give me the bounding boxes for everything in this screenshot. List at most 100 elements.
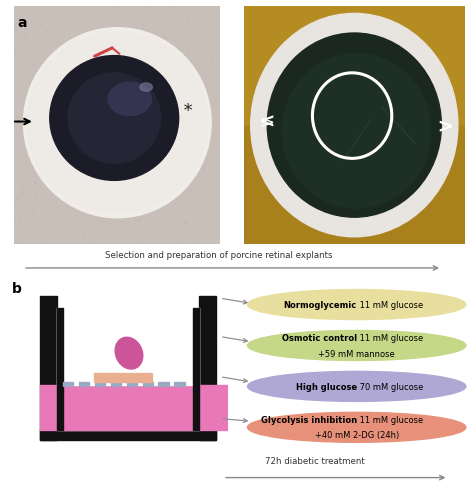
Point	[169, 115, 176, 122]
Point	[151, 205, 159, 213]
Point	[197, 171, 204, 179]
Point	[208, 152, 216, 160]
Point	[182, 219, 189, 227]
Point	[198, 129, 205, 137]
Point	[172, 28, 179, 36]
Point	[71, 181, 78, 188]
Point	[195, 45, 203, 53]
Point	[107, 114, 114, 121]
Point	[20, 88, 28, 96]
Point	[95, 148, 103, 155]
Point	[133, 74, 141, 82]
Point	[187, 33, 194, 41]
Point	[48, 24, 55, 32]
Point	[68, 30, 76, 38]
Point	[11, 199, 18, 207]
Point	[57, 28, 65, 35]
Point	[99, 195, 106, 202]
Point	[42, 78, 50, 86]
Point	[171, 36, 179, 44]
Point	[101, 73, 109, 80]
Point	[20, 30, 28, 37]
Bar	[127, 383, 137, 387]
Point	[128, 9, 136, 16]
Point	[152, 57, 160, 64]
Point	[30, 211, 37, 218]
Point	[160, 140, 168, 148]
Point	[58, 147, 65, 155]
Point	[145, 82, 153, 90]
Point	[175, 227, 183, 234]
Point	[183, 125, 191, 133]
Point	[100, 212, 108, 220]
Point	[44, 40, 52, 47]
Point	[73, 27, 81, 34]
Point	[96, 227, 103, 235]
Point	[111, 131, 119, 138]
Point	[91, 140, 99, 148]
Point	[175, 241, 183, 248]
Point	[73, 63, 80, 71]
Point	[200, 13, 207, 21]
Point	[39, 13, 47, 20]
Point	[150, 92, 158, 100]
Point	[109, 214, 117, 222]
Point	[118, 39, 125, 46]
Point	[115, 123, 123, 131]
Point	[107, 99, 114, 107]
Point	[129, 196, 137, 204]
Point	[202, 190, 210, 197]
Point	[208, 129, 216, 137]
Point	[31, 14, 39, 22]
Point	[66, 65, 74, 73]
Point	[200, 83, 207, 91]
Point	[86, 196, 93, 204]
Point	[55, 144, 63, 151]
Point	[105, 46, 112, 54]
Point	[88, 199, 96, 207]
Point	[60, 144, 68, 151]
Point	[88, 60, 95, 67]
Point	[197, 11, 204, 18]
Point	[77, 136, 84, 144]
Ellipse shape	[247, 331, 466, 361]
Point	[50, 227, 58, 235]
Point	[46, 32, 54, 40]
Point	[202, 122, 210, 130]
Point	[109, 199, 117, 207]
Point	[57, 163, 64, 170]
Point	[35, 208, 43, 216]
Point	[14, 100, 22, 107]
Point	[17, 43, 24, 50]
Point	[125, 15, 132, 22]
Point	[157, 118, 165, 126]
Point	[101, 166, 109, 173]
Point	[195, 83, 202, 91]
Point	[201, 18, 209, 26]
Point	[214, 45, 221, 53]
Point	[146, 240, 153, 248]
Point	[136, 236, 143, 243]
Text: 11 mM glucose: 11 mM glucose	[356, 333, 423, 343]
Point	[71, 147, 79, 155]
Bar	[57, 308, 199, 430]
Point	[35, 162, 43, 170]
Point	[35, 146, 43, 154]
Point	[146, 206, 154, 213]
Point	[172, 116, 180, 123]
Point	[40, 145, 48, 153]
Point	[62, 41, 69, 48]
Point	[141, 65, 149, 73]
Point	[173, 159, 181, 166]
Point	[107, 159, 114, 167]
Point	[177, 202, 185, 210]
Bar	[110, 383, 121, 387]
Point	[44, 100, 52, 107]
Point	[34, 235, 42, 243]
Point	[203, 81, 211, 89]
Point	[134, 89, 142, 97]
Bar	[158, 383, 169, 387]
Point	[118, 65, 125, 73]
Point	[134, 57, 142, 64]
Point	[149, 30, 156, 38]
